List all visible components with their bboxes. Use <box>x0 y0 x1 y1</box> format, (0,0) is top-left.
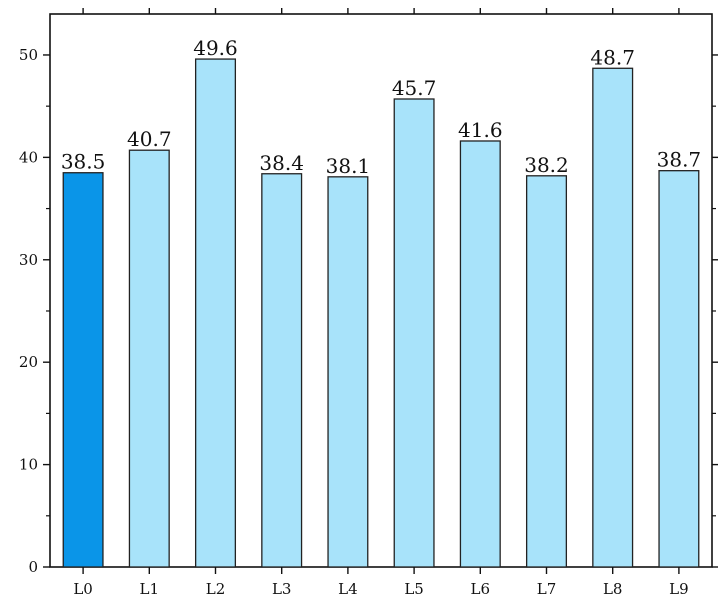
x-tick-label: L4 <box>338 580 358 598</box>
x-tick-label: L1 <box>140 580 160 598</box>
data-label-L9: 38.7 <box>657 148 702 172</box>
data-label-L2: 49.6 <box>193 36 238 60</box>
y-tick-label: 50 <box>19 46 38 64</box>
x-tick-label: L6 <box>471 580 491 598</box>
data-label-L7: 38.2 <box>524 153 569 177</box>
y-tick-label: 40 <box>19 148 38 166</box>
plot-frame <box>49 13 713 568</box>
data-label-L1: 40.7 <box>127 127 172 151</box>
bar-L6 <box>459 140 501 568</box>
x-tick-label: L5 <box>404 580 424 598</box>
x-tick-label: L9 <box>669 580 689 598</box>
x-tick-label: L0 <box>73 580 93 598</box>
x-tick-label: L2 <box>206 580 226 598</box>
y-tick-label: 30 <box>19 251 38 269</box>
bar-L7 <box>525 175 568 568</box>
data-label-L8: 48.7 <box>590 45 635 69</box>
x-tick-label: L7 <box>537 580 557 598</box>
bar-L3 <box>261 173 303 568</box>
bar-L9 <box>658 170 700 568</box>
x-tick-label: L3 <box>272 580 292 598</box>
plot-area: 0 10 20 30 40 50 38.5 L0 40.7 L1 49.6 L2 38.4 L3 38.1 L… <box>19 8 718 598</box>
data-label-L4: 38.1 <box>326 154 371 178</box>
x-tick-label: L8 <box>603 580 623 598</box>
data-label-L6: 41.6 <box>458 118 503 142</box>
data-label-L0: 38.5 <box>61 150 106 174</box>
bar-L5 <box>393 98 435 568</box>
data-label-L5: 45.7 <box>392 76 437 100</box>
data-label-L3: 38.4 <box>259 151 304 175</box>
y-tick-label: 0 <box>28 558 38 576</box>
y-tick-label: 20 <box>19 353 38 371</box>
bar-L1 <box>128 149 170 568</box>
y-tick-label: 10 <box>19 456 38 474</box>
bar-L4 <box>327 176 369 568</box>
bar-L8 <box>592 67 634 568</box>
bar-L2 <box>194 58 237 568</box>
bar-L0 <box>62 172 104 568</box>
